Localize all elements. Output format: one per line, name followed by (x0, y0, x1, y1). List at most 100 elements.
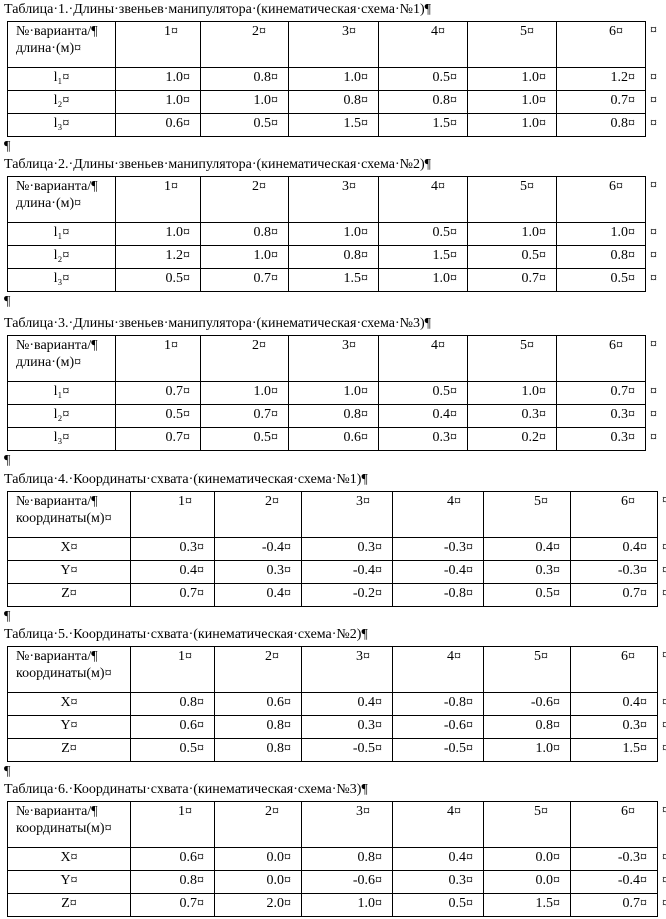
header-cell: 3¤ (288, 176, 379, 223)
cell: 0.3¤ (130, 537, 215, 561)
data-row: l₃¤ 0.6¤ 0.5¤ 1.5¤ 1.5¤ 1.0¤ 0.8¤ (7, 113, 646, 137)
cell: 0.4¤ (130, 560, 215, 584)
header-cell: 3¤ (301, 801, 393, 848)
table: №·варианта/¶ длина·(м)¤ 1¤ 2¤ 3¤ 4¤ 5¤ 6¤ l₁¤ 0.7… (7, 335, 646, 451)
cell: 1.0¤ (200, 381, 289, 405)
cell: 1.2¤ (556, 67, 646, 91)
table-title: Таблица·6.·Координаты·схвата·(кинематиче… (4, 782, 368, 797)
cell: 0.3¤ (378, 427, 468, 451)
cell: 1.0¤ (115, 67, 201, 91)
cell: -0.4¤ (301, 560, 393, 584)
header-cell: 1¤ (130, 491, 215, 538)
row-end-mark: ¤ (650, 23, 657, 38)
cell: 0.7¤ (200, 404, 289, 428)
row-end-mark: ¤ (662, 741, 666, 756)
cell: -0.6¤ (392, 715, 484, 739)
cell: 0.5¤ (378, 222, 468, 246)
header-cell: 6¤ (556, 176, 646, 223)
table-title: Таблица·2.·Длины·звеньев·манипулятора·(к… (4, 157, 432, 172)
cell: 0.3¤ (556, 404, 646, 428)
header-cell: 6¤ (556, 21, 646, 68)
row-label: Y¤ (7, 870, 131, 894)
header-label-line: №·варианта/¶ (16, 338, 98, 353)
row-label: l₃¤ (7, 113, 116, 137)
paragraph-mark: ¶ (4, 139, 11, 154)
header-label-line: длина·(м)¤ (16, 41, 82, 56)
paragraph-mark: ¶ (4, 609, 11, 624)
row-end-mark: ¤ (662, 586, 666, 601)
header-cell: 4¤ (378, 21, 468, 68)
cell: 0.7¤ (115, 381, 201, 405)
cell: 0.0¤ (483, 847, 571, 871)
header-label-line: №·варианта/¶ (16, 649, 98, 664)
row-end-mark: ¤ (650, 70, 657, 85)
data-row: l₁¤ 1.0¤ 0.8¤ 1.0¤ 0.5¤ 1.0¤ 1.0¤ (7, 222, 646, 246)
cell: 0.3¤ (467, 404, 557, 428)
cell: 0.5¤ (200, 427, 289, 451)
header-label-line: №·варианта/¶ (16, 179, 98, 194)
cell: 1.0¤ (556, 222, 646, 246)
header-cell: 2¤ (200, 176, 289, 223)
cell: 0.5¤ (378, 67, 468, 91)
header-cell: 6¤ (570, 646, 658, 693)
cell: 0.7¤ (115, 427, 201, 451)
cell: -0.6¤ (483, 692, 571, 716)
cell: 0.8¤ (378, 90, 468, 114)
row-end-mark: ¤ (650, 178, 657, 193)
cell: 0.8¤ (214, 738, 302, 762)
header-cell: 4¤ (392, 646, 484, 693)
cell: 0.3¤ (483, 560, 571, 584)
cell: 0.0¤ (214, 847, 302, 871)
data-row: Z¤ 0.7¤ 2.0¤ 1.0¤ 0.5¤ 1.5¤ 0.7¤ (7, 893, 658, 917)
header-label-line: координаты(м)¤ (16, 511, 112, 526)
data-row: l₃¤ 0.5¤ 0.7¤ 1.5¤ 1.0¤ 0.7¤ 0.5¤ (7, 268, 646, 292)
cell: 0.8¤ (288, 404, 379, 428)
row-end-mark: ¤ (662, 563, 666, 578)
cell: 0.7¤ (130, 583, 215, 607)
cell: 1.0¤ (288, 381, 379, 405)
cell: 1.0¤ (467, 90, 557, 114)
row-end-mark: ¤ (650, 93, 657, 108)
header-row: №·варианта/¶ координаты(м)¤ 1¤ 2¤ 3¤ 4¤ 5¤ 6¤ (7, 491, 658, 538)
cell: -0.3¤ (570, 847, 658, 871)
header-cell: 1¤ (130, 646, 215, 693)
cell: -0.2¤ (301, 583, 393, 607)
cell: 0.7¤ (467, 268, 557, 292)
header-label-line: №·варианта/¶ (16, 494, 98, 509)
header-cell: 5¤ (467, 21, 557, 68)
paragraph-mark: ¶ (4, 764, 11, 779)
header-cell: 1¤ (130, 801, 215, 848)
cell: 0.4¤ (214, 583, 302, 607)
cell: 0.6¤ (214, 692, 302, 716)
header-row: №·варианта/¶ длина·(м)¤ 1¤ 2¤ 3¤ 4¤ 5¤ 6¤ (7, 335, 646, 382)
cell: 0.5¤ (556, 268, 646, 292)
header-cell: 3¤ (288, 21, 379, 68)
cell: 0.8¤ (301, 847, 393, 871)
data-row: Y¤ 0.4¤ 0.3¤ -0.4¤ -0.4¤ 0.3¤ -0.3¤ (7, 560, 658, 584)
header-cell: 6¤ (570, 801, 658, 848)
cell: 1.5¤ (378, 113, 468, 137)
cell: 2.0¤ (214, 893, 302, 917)
cell: 1.2¤ (115, 245, 201, 269)
cell: 0.2¤ (467, 427, 557, 451)
cell: 0.0¤ (214, 870, 302, 894)
cell: 1.5¤ (570, 738, 658, 762)
row-label: X¤ (7, 537, 131, 561)
cell: -0.8¤ (392, 692, 484, 716)
header-cell: 1¤ (115, 176, 201, 223)
cell: 0.5¤ (115, 268, 201, 292)
header-cell: 4¤ (392, 491, 484, 538)
cell: 1.0¤ (467, 113, 557, 137)
row-label: X¤ (7, 847, 131, 871)
header-label-line: длина·(м)¤ (16, 355, 82, 370)
table: №·варианта/¶ длина·(м)¤ 1¤ 2¤ 3¤ 4¤ 5¤ 6¤ l₁¤ 1.0… (7, 176, 646, 292)
header-cell: 5¤ (467, 176, 557, 223)
cell: 1.0¤ (467, 67, 557, 91)
cell: 1.0¤ (115, 90, 201, 114)
cell: 0.4¤ (378, 404, 468, 428)
header-cell: 4¤ (392, 801, 484, 848)
row-end-mark: ¤ (662, 803, 666, 818)
cell: 1.0¤ (483, 738, 571, 762)
table: №·варианта/¶ координаты(м)¤ 1¤ 2¤ 3¤ 4¤ 5¤ 6¤ X¤… (7, 646, 658, 762)
cell: 0.0¤ (483, 870, 571, 894)
